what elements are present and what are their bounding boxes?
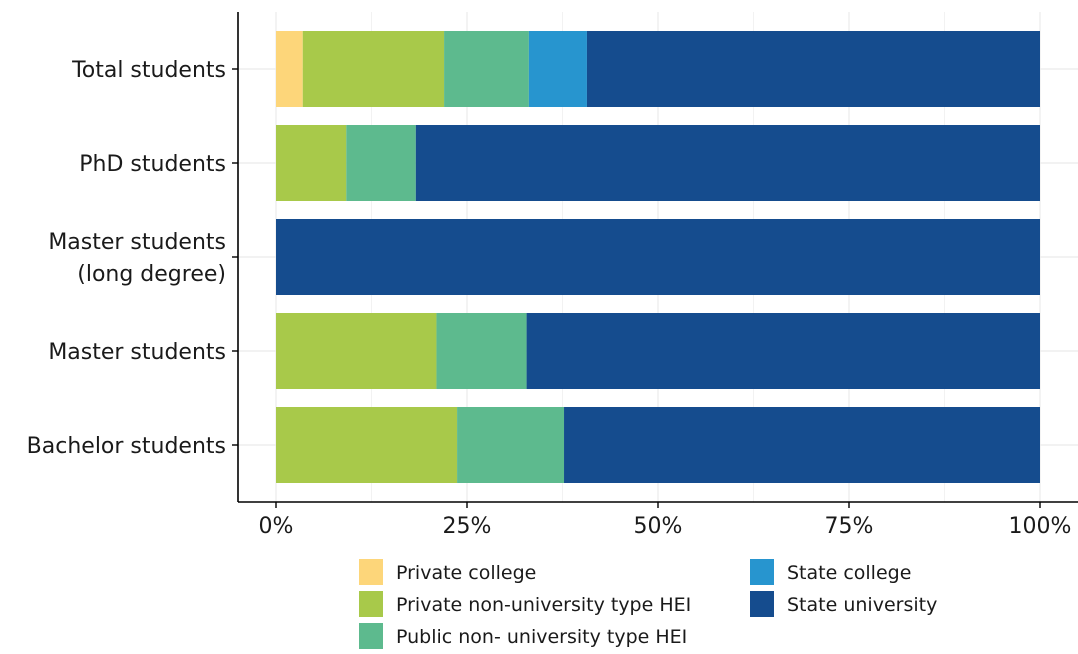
bar-segment (276, 31, 303, 107)
bar-segment (444, 31, 529, 107)
bar-segment (457, 407, 565, 483)
bar-segment (436, 313, 527, 389)
bar-segment (302, 31, 445, 107)
bar-segment (586, 31, 1040, 107)
legend-label: Private non-university type HEI (396, 594, 691, 616)
bar-segment (276, 219, 1040, 295)
legend-swatch (359, 591, 383, 617)
bar-segment (276, 125, 347, 201)
bars (276, 31, 1040, 483)
y-tick-label: (long degree) (77, 262, 226, 287)
bar-segment (528, 31, 587, 107)
legend-swatch (750, 559, 774, 585)
x-tick-label: 75% (825, 514, 874, 539)
bar-segment (564, 407, 1040, 483)
legend-label: State university (787, 594, 937, 616)
y-tick-labels: Total students PhD students Master student… (27, 58, 238, 459)
legend: Private college Private non-university ty… (359, 559, 937, 649)
bar-segment (346, 125, 416, 201)
x-tick-label: 25% (443, 514, 492, 539)
legend-swatch (750, 591, 774, 617)
bar-segment (276, 313, 437, 389)
legend-swatch (359, 623, 383, 649)
bar-segment (526, 313, 1040, 389)
legend-swatch (359, 559, 383, 585)
bar-segment (276, 407, 458, 483)
x-tick-label: 100% (1009, 514, 1072, 539)
y-tick-label: Bachelor students (27, 434, 226, 459)
legend-label: State college (787, 562, 911, 584)
y-tick-label: PhD students (79, 152, 226, 177)
y-tick-label: Master students (48, 230, 226, 255)
legend-label: Private college (396, 562, 536, 584)
legend-label: Public non- university type HEI (396, 626, 687, 648)
y-tick-label: Total students (71, 58, 226, 83)
x-tick-label: 0% (259, 514, 294, 539)
x-tick-label: 50% (634, 514, 683, 539)
x-tick-labels: 0% 25% 50% 75% 100% (259, 502, 1072, 539)
bar-segment (415, 125, 1040, 201)
y-tick-label: Master students (48, 340, 226, 365)
